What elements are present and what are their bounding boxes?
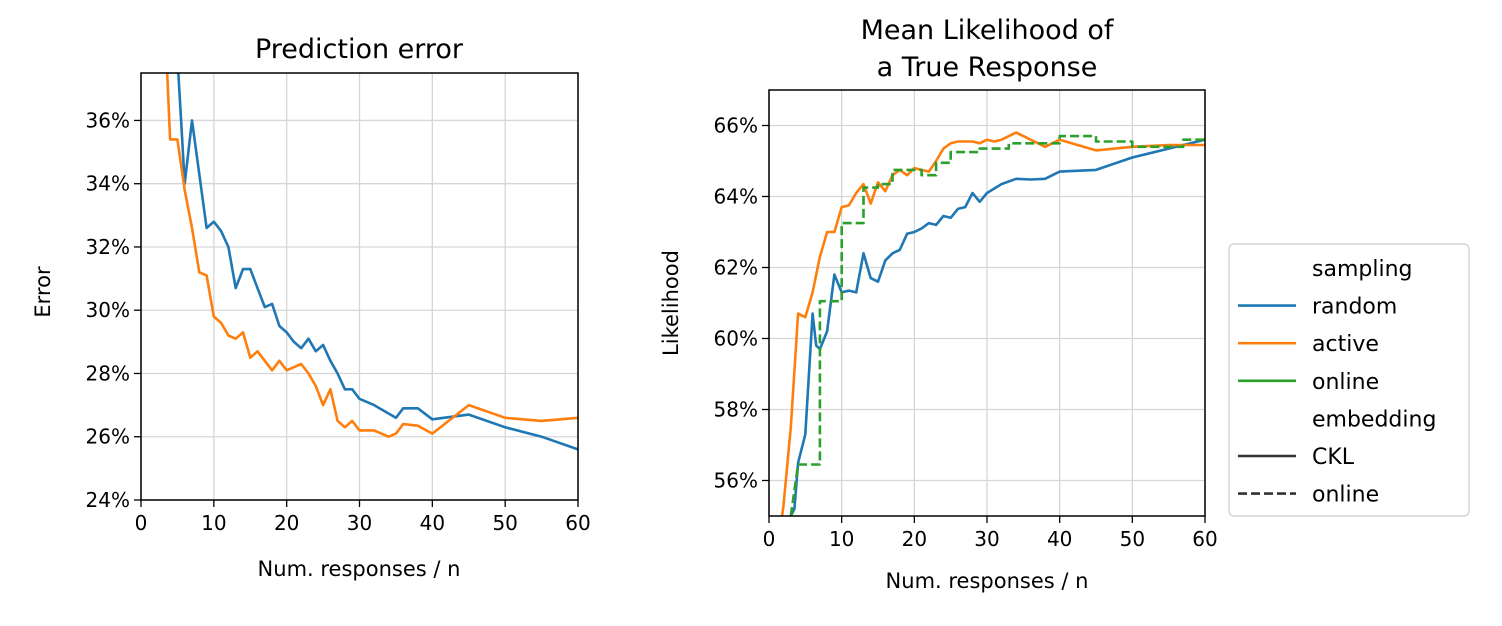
error-x-axis-label: Num. responses / n [258,557,461,581]
error-plot [165,73,578,451]
series-line-random [789,138,1205,516]
x-tick-label: 60 [1192,527,1217,551]
x-tick-label: 30 [974,527,999,551]
x-tick-label: 10 [829,527,854,551]
likelihood-y-ticks: 56% 58% 60% 62% 64% 66% [714,114,769,493]
likelihood-x-ticks: 0 10 20 30 40 50 60 [763,516,1218,551]
y-tick-label: 58% [714,398,758,422]
legend-label: online [1312,370,1379,395]
legend-box [1228,243,1470,517]
y-tick-label: 56% [714,469,758,493]
y-tick-label: 26% [86,425,130,449]
y-tick-label: 34% [86,172,130,196]
error-y-ticks: 24% 26% 28% 30% 32% 34% 36% [86,108,141,512]
y-tick-label: 62% [714,256,758,280]
x-tick-label: 20 [902,527,927,551]
x-tick-label: 40 [420,511,445,535]
likelihood-plot [780,131,1205,516]
likelihood-y-axis-label: Likelihood [659,250,683,356]
y-tick-label: 64% [714,185,758,209]
y-tick-label: 30% [86,298,130,322]
x-tick-label: 0 [135,511,148,535]
x-tick-label: 50 [1120,527,1145,551]
x-tick-label: 50 [492,511,517,535]
error-x-ticks: 0 10 20 30 40 50 60 [135,500,591,535]
likelihood-chart: 0 10 20 30 40 50 60 56% 58% 60% 62% 64% 66% Mean Li… [659,15,1218,593]
series-line-random [177,73,578,451]
error-grid [140,73,579,501]
series-line-active [165,73,578,439]
y-tick-label: 24% [86,488,130,512]
legend-label: CKL [1312,445,1355,470]
y-tick-label: 28% [86,361,130,385]
legend-header: embedding [1312,407,1436,432]
likelihood-x-axis-label: Num. responses / n [886,569,1089,593]
likelihood-grid [768,90,1206,516]
legend-entries: sampling random active online embedding CKL on… [1238,257,1436,508]
legend-label: online [1312,483,1379,508]
y-tick-label: 66% [714,114,758,138]
error-y-axis-label: Error [31,266,55,318]
legend-header: sampling [1312,257,1412,282]
error-chart-title: Prediction error [255,34,464,65]
x-tick-label: 30 [347,511,372,535]
error-chart: 0 10 20 30 40 50 60 24% 26% 28% 30% 32% 34% 36% Pred… [31,34,591,581]
likelihood-chart-title-line-1: Mean Likelihood of [861,15,1115,46]
legend-label: random [1312,295,1397,320]
y-tick-label: 36% [86,108,130,132]
legend: sampling random active online embedding CKL on… [1228,243,1470,517]
y-tick-label: 60% [714,327,758,351]
legend-label: active [1312,332,1379,357]
x-tick-label: 60 [565,511,590,535]
x-tick-label: 40 [1047,527,1072,551]
likelihood-chart-title-line-2: a True Response [877,52,1098,83]
x-tick-label: 0 [763,527,776,551]
y-tick-label: 32% [86,235,130,259]
series-line-online [789,134,1205,516]
x-tick-label: 10 [201,511,226,535]
x-tick-label: 20 [274,511,299,535]
